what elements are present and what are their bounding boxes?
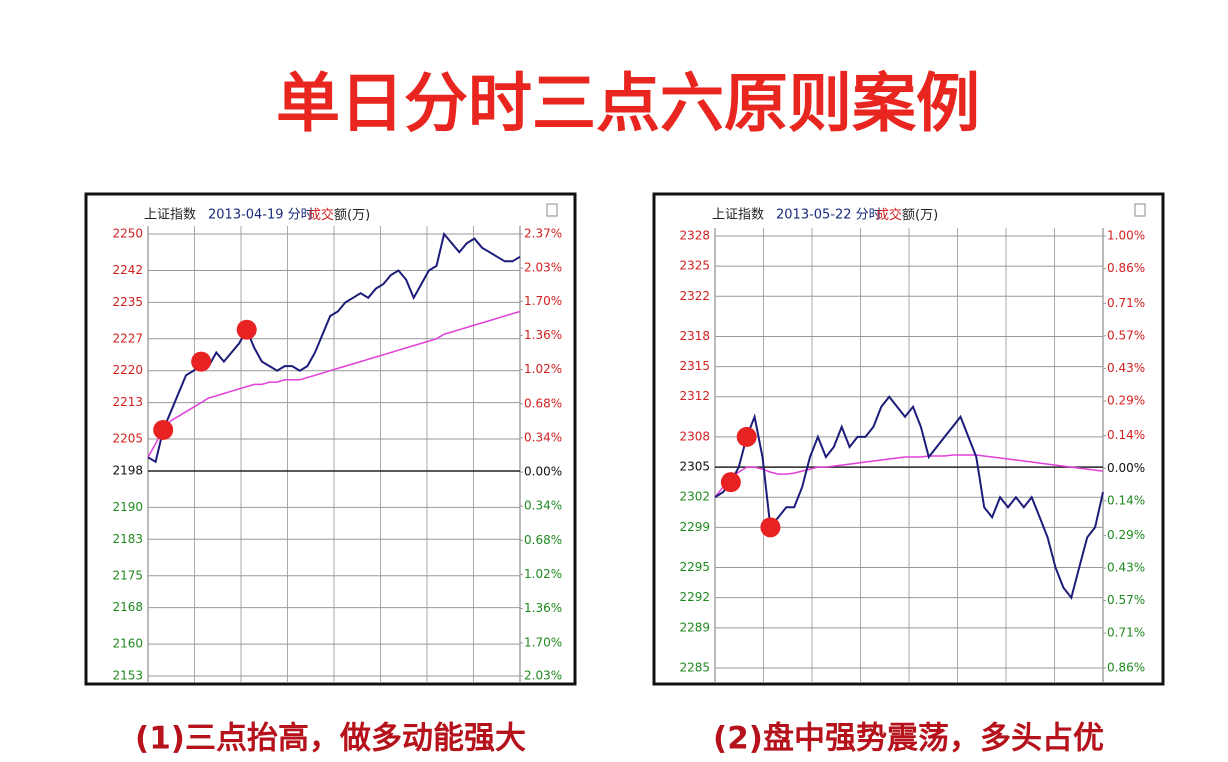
panel-icon: [546, 203, 558, 217]
y2-tick-label: 2.03%: [524, 669, 562, 683]
y2-tick-label: 1.02%: [524, 567, 562, 581]
y2-tick-label: 2.03%: [524, 261, 562, 275]
y2-tick-label: 1.00%: [1107, 229, 1145, 243]
index-name: 上证指数: [144, 208, 196, 223]
y-tick-label: 2168: [112, 600, 143, 614]
y-tick-label: 2175: [112, 568, 143, 582]
y-tick-label: 2220: [112, 363, 143, 377]
y-tick-label: 2299: [679, 520, 710, 534]
y2-tick-label: 0.29%: [1107, 528, 1145, 542]
price-line: [714, 395, 1104, 600]
y2-tick-label: 0.00%: [1107, 461, 1145, 475]
y-tick-label: 2289: [679, 620, 710, 634]
y2-tick-label: 0.57%: [1107, 328, 1145, 342]
y2-tick-label: 0.68%: [524, 396, 562, 410]
y2-tick-label: 0.57%: [1107, 593, 1145, 607]
y2-tick-label: 0.68%: [524, 533, 562, 547]
y-tick-label: 2205: [112, 432, 143, 446]
y-tick-label: 2250: [112, 227, 143, 241]
y-tick-label: 2235: [112, 295, 143, 309]
y2-tick-label: 0.71%: [1107, 296, 1145, 310]
y-tick-label: 2325: [679, 259, 710, 273]
y2-tick-label: 1.70%: [524, 294, 562, 308]
y-tick-label: 2302: [679, 490, 710, 504]
highlight-point: [236, 319, 257, 340]
date-label: 2013-04-19 分时: [208, 208, 314, 223]
index-name: 上证指数: [712, 208, 764, 223]
y2-tick-label: 0.86%: [1107, 261, 1145, 275]
average-line: [714, 454, 1104, 498]
panel-icon: [1134, 203, 1146, 217]
volume-label-part: 额(万): [902, 208, 938, 223]
y-tick-label: 2198: [112, 463, 143, 477]
y-tick-label: 2295: [679, 560, 710, 574]
average-line: [147, 310, 521, 458]
volume-label: 成交额(万): [876, 207, 938, 223]
y-tick-label: 2213: [112, 395, 143, 409]
y-tick-label: 2308: [679, 429, 710, 443]
highlight-point: [153, 419, 174, 440]
volume-label-part: 成交: [308, 207, 334, 223]
highlight-point: [191, 351, 212, 372]
y-tick-label: 2190: [112, 500, 143, 514]
y-tick-label: 2285: [679, 661, 710, 675]
volume-label-part: 成交: [876, 207, 902, 223]
highlight-point: [720, 472, 741, 493]
volume-label: 成交额(万): [308, 207, 370, 223]
y2-tick-label: 0.00%: [524, 465, 562, 479]
y2-tick-label: 1.36%: [524, 601, 562, 615]
y-tick-label: 2153: [112, 669, 143, 683]
y-tick-label: 2227: [112, 331, 143, 345]
y2-tick-label: 1.70%: [524, 635, 562, 649]
y2-tick-label: 0.34%: [524, 430, 562, 444]
date-label: 2013-05-22 分时: [776, 208, 882, 223]
y2-tick-label: 0.43%: [1107, 561, 1145, 575]
y2-tick-label: 2.37%: [524, 227, 562, 241]
y2-tick-label: 0.34%: [524, 499, 562, 513]
highlight-point: [760, 517, 781, 538]
y-tick-label: 2160: [112, 637, 143, 651]
y-tick-label: 2242: [112, 263, 143, 277]
y-tick-label: 2318: [679, 329, 710, 343]
y2-tick-label: 1.36%: [524, 328, 562, 342]
y2-tick-label: 1.02%: [524, 362, 562, 376]
y2-tick-label: 0.14%: [1107, 428, 1145, 442]
y2-tick-label: 0.29%: [1107, 393, 1145, 407]
highlight-point: [736, 426, 757, 447]
caption: (1)三点抬高，做多动能强大: [135, 721, 526, 757]
caption: (2)盘中强势震荡，多头占优: [713, 721, 1104, 757]
page-title: 单日分时三点六原则案例: [276, 68, 980, 142]
y-tick-label: 2292: [679, 590, 710, 604]
y-tick-label: 2322: [679, 289, 710, 303]
y2-tick-label: 0.43%: [1107, 361, 1145, 375]
volume-label-part: 额(万): [334, 208, 370, 223]
y-tick-label: 2328: [679, 229, 710, 243]
y-tick-label: 2312: [679, 389, 710, 403]
y2-tick-label: 0.71%: [1107, 626, 1145, 640]
y-tick-label: 2183: [112, 532, 143, 546]
y-tick-label: 2315: [679, 359, 710, 373]
y2-tick-label: 0.14%: [1107, 493, 1145, 507]
y2-tick-label: 0.86%: [1107, 661, 1145, 675]
y-tick-label: 2305: [679, 460, 710, 474]
